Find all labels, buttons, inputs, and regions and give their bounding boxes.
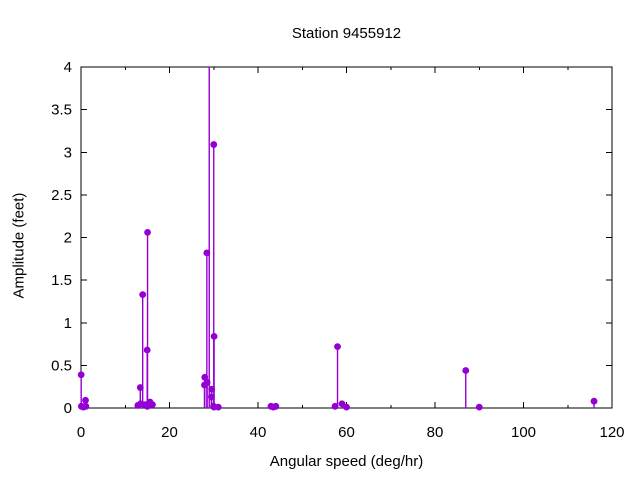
data-point-marker [201,373,209,381]
y-tick-label: 1 [64,315,72,332]
data-point-marker [590,397,598,405]
data-point-marker [210,332,218,340]
data-point-marker [210,141,218,148]
data-point-marker [203,379,211,386]
data-point-marker [82,402,90,410]
data-point-marker [82,396,89,404]
data-point-marker [475,403,483,411]
y-tick-label: 0.5 [51,357,72,374]
data-point-marker [331,402,339,410]
data-point-marker [272,402,280,410]
y-tick-label: 2 [64,230,72,247]
y-tick-label: 1.5 [51,272,72,289]
y-tick-label: 2.5 [51,187,72,204]
x-tick-label: 0 [77,424,85,441]
x-tick-label: 120 [599,424,624,441]
x-tick-label: 80 [427,424,444,441]
data-point-marker [139,291,147,299]
y-tick-label: 3.5 [51,102,72,119]
x-tick-label: 100 [511,424,536,441]
data-point-marker [203,249,211,257]
data-point-marker [462,367,470,374]
data-point-marker [334,343,341,351]
data-point-marker [214,403,222,411]
y-tick-label: 0 [64,400,72,417]
data-point-marker [149,401,156,408]
chart-title: Station 9455912 [291,25,402,42]
data-point-marker [208,385,216,393]
x-tick-label: 20 [161,424,178,441]
y-axis-label: Amplitude (feet) [10,192,28,299]
data-point-marker [343,403,350,411]
y-tick-label: 4 [64,59,72,76]
x-tick-label: 60 [338,424,355,441]
y-tick-label: 3 [64,144,72,161]
data-point-marker [143,346,151,354]
plot-border [80,66,613,409]
data-point-marker [207,393,215,401]
x-axis-label: Angular speed (deg/hr) [269,453,424,470]
data-point-marker [144,228,151,236]
data-point-marker [77,371,85,379]
data-point-marker [136,384,144,391]
x-tick-label: 40 [250,424,267,441]
